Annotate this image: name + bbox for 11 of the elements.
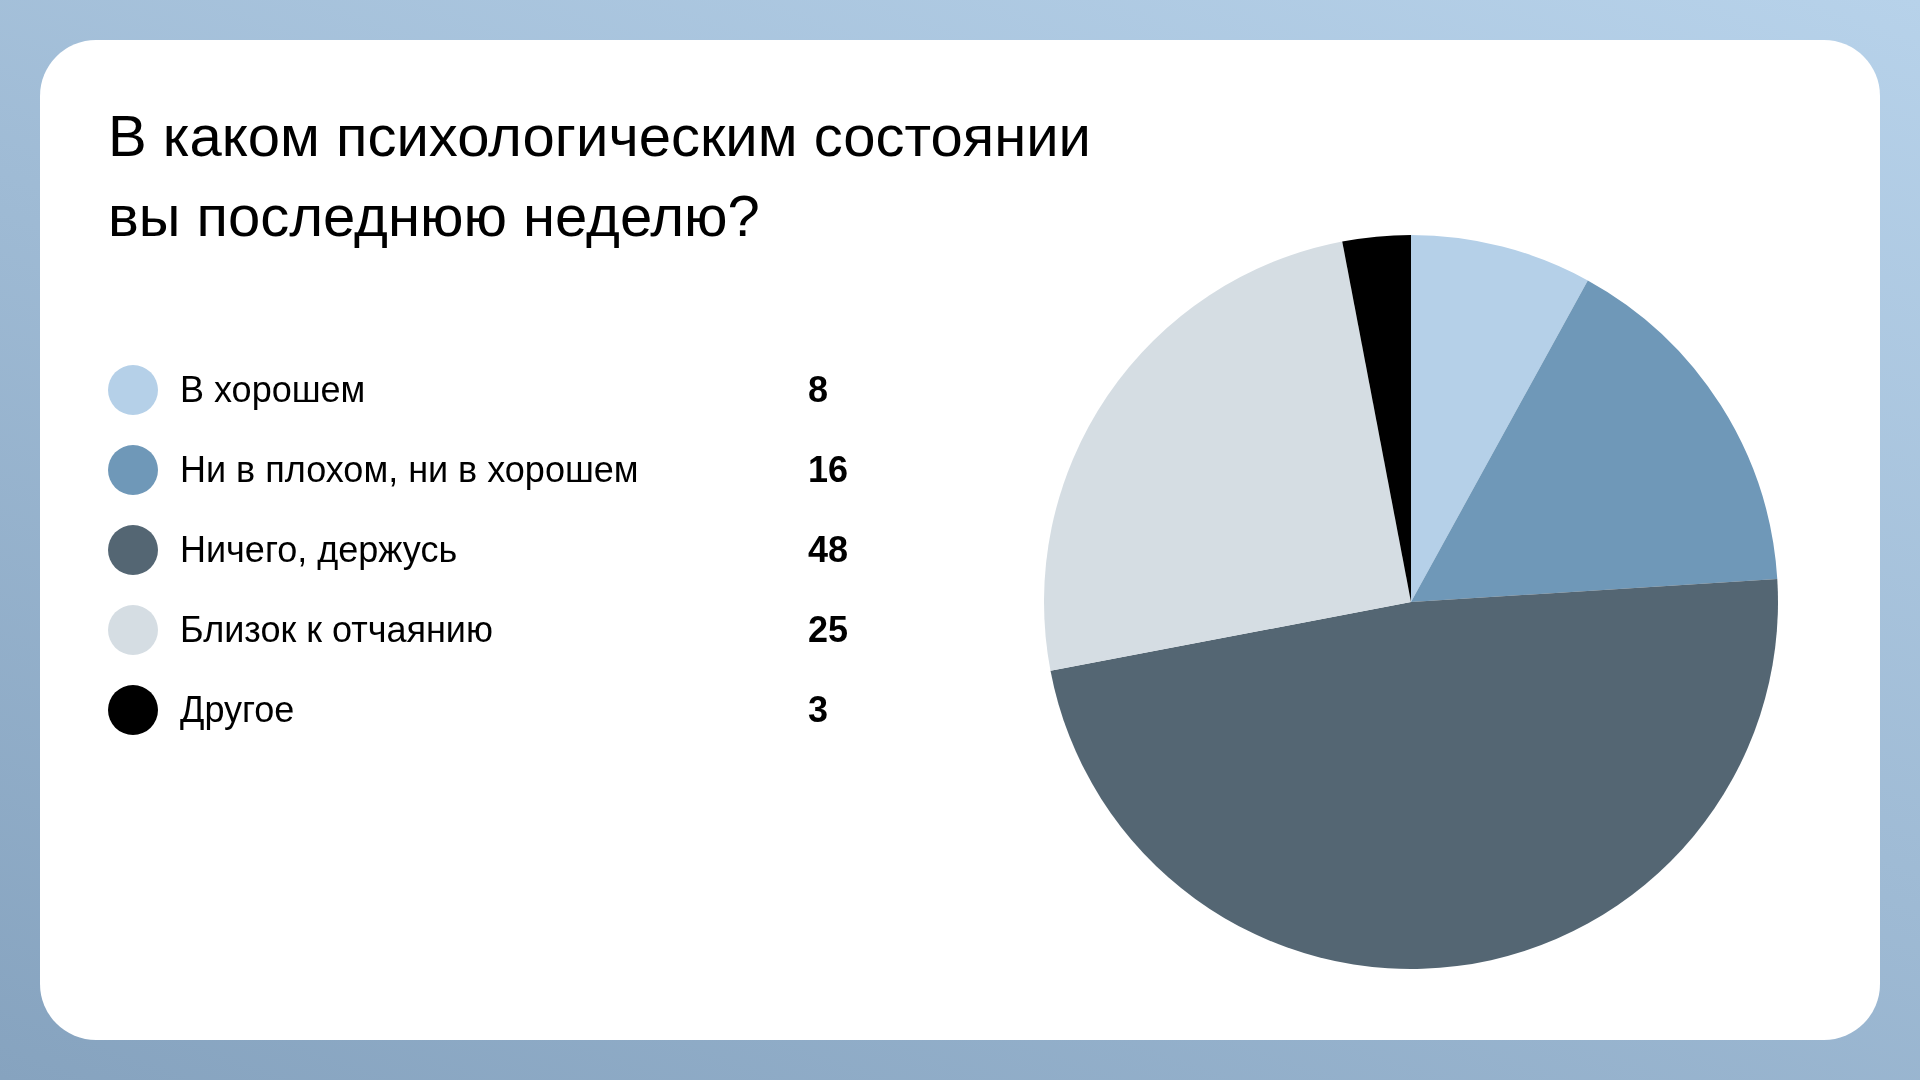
legend-label: Ничего, держусь xyxy=(180,529,459,571)
data-label: 3 xyxy=(808,689,829,731)
legend-label: Другое xyxy=(180,689,296,731)
data-label: 16 xyxy=(808,449,849,491)
legend-label: Близок к отчаянию xyxy=(180,609,494,651)
legend-label: Ни в плохом, ни в хорошем xyxy=(180,449,640,491)
data-label: 48 xyxy=(808,529,849,571)
chart-title: В каком психологическим состоянии вы последнюю неделю? xyxy=(108,102,1091,250)
data-label: 25 xyxy=(808,609,849,651)
data-label: 8 xyxy=(808,369,829,411)
legend-label: В хорошем xyxy=(180,369,367,411)
